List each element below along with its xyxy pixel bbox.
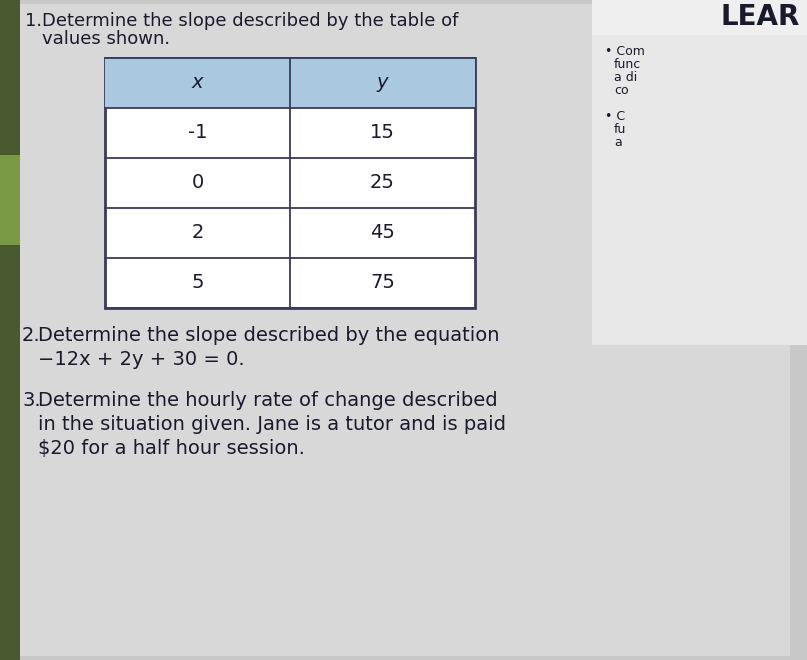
Bar (105, 58, 475, 108)
Text: • C: • C (605, 110, 625, 123)
Text: func: func (614, 58, 642, 71)
Text: 25: 25 (370, 174, 395, 193)
Text: 3.: 3. (22, 391, 40, 410)
Text: Determine the slope described by the equation: Determine the slope described by the equ… (38, 326, 500, 345)
Text: 0: 0 (191, 174, 203, 193)
Text: LEAR: LEAR (721, 3, 800, 31)
Text: y: y (377, 73, 388, 92)
Text: in the situation given. Jane is a tutor and is paid: in the situation given. Jane is a tutor … (38, 415, 506, 434)
Text: a: a (614, 136, 621, 149)
Bar (0, 155, 20, 245)
Text: 2.: 2. (22, 326, 40, 345)
Text: 1.: 1. (25, 12, 42, 30)
Text: 15: 15 (370, 123, 395, 143)
Text: Determine the slope described by the table of: Determine the slope described by the tab… (42, 12, 458, 30)
Text: a di: a di (614, 71, 638, 84)
Text: 5: 5 (191, 273, 203, 292)
Bar (592, 35, 807, 345)
Text: 45: 45 (370, 224, 395, 242)
Text: values shown.: values shown. (42, 30, 170, 48)
Text: x: x (192, 73, 203, 92)
Text: −12x + 2y + 30 = 0.: −12x + 2y + 30 = 0. (38, 350, 245, 369)
Bar (0, 0, 20, 660)
Text: co: co (614, 84, 629, 97)
Text: 75: 75 (370, 273, 395, 292)
Text: fu: fu (614, 123, 626, 136)
Text: • Com: • Com (605, 45, 645, 58)
Bar (592, 0, 807, 35)
Text: Determine the hourly rate of change described: Determine the hourly rate of change desc… (38, 391, 498, 410)
Bar (105, 58, 475, 308)
Text: 2: 2 (191, 224, 203, 242)
Text: $20 for a half hour session.: $20 for a half hour session. (38, 439, 305, 458)
Text: -1: -1 (188, 123, 207, 143)
